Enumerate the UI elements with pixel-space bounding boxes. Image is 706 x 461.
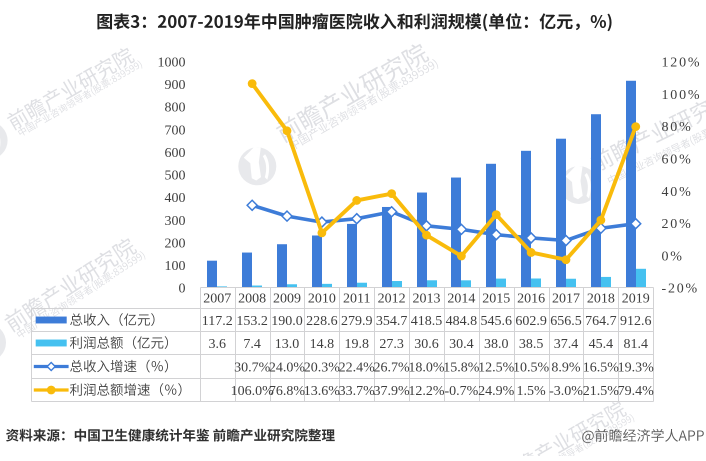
svg-text:2019: 2019 xyxy=(622,292,650,307)
svg-text:19.3%: 19.3% xyxy=(618,361,655,376)
svg-text:484.8: 484.8 xyxy=(446,314,478,329)
svg-text:120%: 120% xyxy=(662,56,702,71)
svg-text:14.8: 14.8 xyxy=(310,337,335,352)
svg-text:2014: 2014 xyxy=(447,292,475,307)
svg-text:2017: 2017 xyxy=(552,292,580,307)
svg-text:1.5%: 1.5% xyxy=(517,384,547,399)
svg-text:1000: 1000 xyxy=(158,56,186,71)
svg-text:800: 800 xyxy=(165,101,186,116)
svg-text:18.0%: 18.0% xyxy=(408,361,445,376)
svg-text:2008: 2008 xyxy=(238,292,266,307)
svg-text:-20%: -20% xyxy=(662,282,700,297)
svg-text:2010: 2010 xyxy=(308,292,336,307)
svg-text:80%: 80% xyxy=(662,120,693,135)
svg-text:7.4: 7.4 xyxy=(243,337,261,352)
svg-text:38.0: 38.0 xyxy=(484,337,509,352)
svg-text:0: 0 xyxy=(179,282,186,297)
svg-text:21.5%: 21.5% xyxy=(583,384,620,399)
svg-text:2007: 2007 xyxy=(203,292,231,307)
svg-text:190.0: 190.0 xyxy=(271,314,303,329)
svg-text:37.4: 37.4 xyxy=(554,337,579,352)
svg-text:20.3%: 20.3% xyxy=(304,361,341,376)
svg-text:12.2%: 12.2% xyxy=(408,384,445,399)
svg-text:81.4: 81.4 xyxy=(623,337,648,352)
svg-text:117.2: 117.2 xyxy=(202,314,233,329)
svg-text:2016: 2016 xyxy=(517,292,545,307)
svg-text:354.7: 354.7 xyxy=(376,314,408,329)
svg-text:2015: 2015 xyxy=(482,292,510,307)
svg-text:8.9%: 8.9% xyxy=(551,361,581,376)
svg-text:40%: 40% xyxy=(662,185,693,200)
svg-text:700: 700 xyxy=(165,123,186,138)
svg-text:24.9%: 24.9% xyxy=(478,384,515,399)
svg-text:38.5: 38.5 xyxy=(519,337,544,352)
svg-text:76.8%: 76.8% xyxy=(269,384,306,399)
svg-text:2013: 2013 xyxy=(413,292,441,307)
svg-text:10.5%: 10.5% xyxy=(513,361,550,376)
svg-text:656.5: 656.5 xyxy=(550,314,582,329)
svg-text:16.5%: 16.5% xyxy=(583,361,620,376)
svg-text:2018: 2018 xyxy=(587,292,615,307)
svg-text:2011: 2011 xyxy=(343,292,370,307)
svg-text:3.6: 3.6 xyxy=(209,337,227,352)
svg-text:300: 300 xyxy=(165,214,186,229)
svg-text:79.4%: 79.4% xyxy=(618,384,655,399)
svg-text:100: 100 xyxy=(165,259,186,274)
svg-text:13.0: 13.0 xyxy=(275,337,300,352)
svg-text:106.0%: 106.0% xyxy=(231,384,275,399)
svg-text:60%: 60% xyxy=(662,152,693,167)
svg-text:45.4: 45.4 xyxy=(589,337,614,352)
svg-text:19.8: 19.8 xyxy=(345,337,370,352)
svg-text:13.6%: 13.6% xyxy=(304,384,341,399)
svg-text:228.6: 228.6 xyxy=(306,314,338,329)
svg-text:-3.0%: -3.0% xyxy=(549,384,583,399)
svg-text:0%: 0% xyxy=(662,249,684,264)
svg-text:27.3: 27.3 xyxy=(379,337,404,352)
svg-text:15.8%: 15.8% xyxy=(443,361,480,376)
svg-text:30.6: 30.6 xyxy=(414,337,439,352)
svg-text:500: 500 xyxy=(165,169,186,184)
svg-text:24.0%: 24.0% xyxy=(269,361,306,376)
svg-text:600: 600 xyxy=(165,146,186,161)
svg-text:26.7%: 26.7% xyxy=(374,361,411,376)
svg-text:602.9: 602.9 xyxy=(515,314,547,329)
svg-text:418.5: 418.5 xyxy=(411,314,443,329)
svg-text:912.6: 912.6 xyxy=(620,314,652,329)
svg-text:-0.7%: -0.7% xyxy=(444,384,478,399)
svg-text:279.9: 279.9 xyxy=(341,314,373,329)
svg-text:100%: 100% xyxy=(662,88,702,103)
svg-text:2009: 2009 xyxy=(273,292,301,307)
svg-text:30.7%: 30.7% xyxy=(234,361,271,376)
svg-text:2012: 2012 xyxy=(378,292,406,307)
svg-text:12.5%: 12.5% xyxy=(478,361,515,376)
svg-text:153.2: 153.2 xyxy=(236,314,268,329)
svg-text:200: 200 xyxy=(165,236,186,251)
svg-text:900: 900 xyxy=(165,78,186,93)
svg-text:33.7%: 33.7% xyxy=(339,384,376,399)
svg-text:545.6: 545.6 xyxy=(481,314,513,329)
svg-text:764.7: 764.7 xyxy=(585,314,617,329)
svg-text:37.9%: 37.9% xyxy=(374,384,411,399)
svg-text:22.4%: 22.4% xyxy=(339,361,376,376)
svg-text:30.4: 30.4 xyxy=(449,337,474,352)
svg-text:20%: 20% xyxy=(662,217,693,232)
svg-text:400: 400 xyxy=(165,191,186,206)
